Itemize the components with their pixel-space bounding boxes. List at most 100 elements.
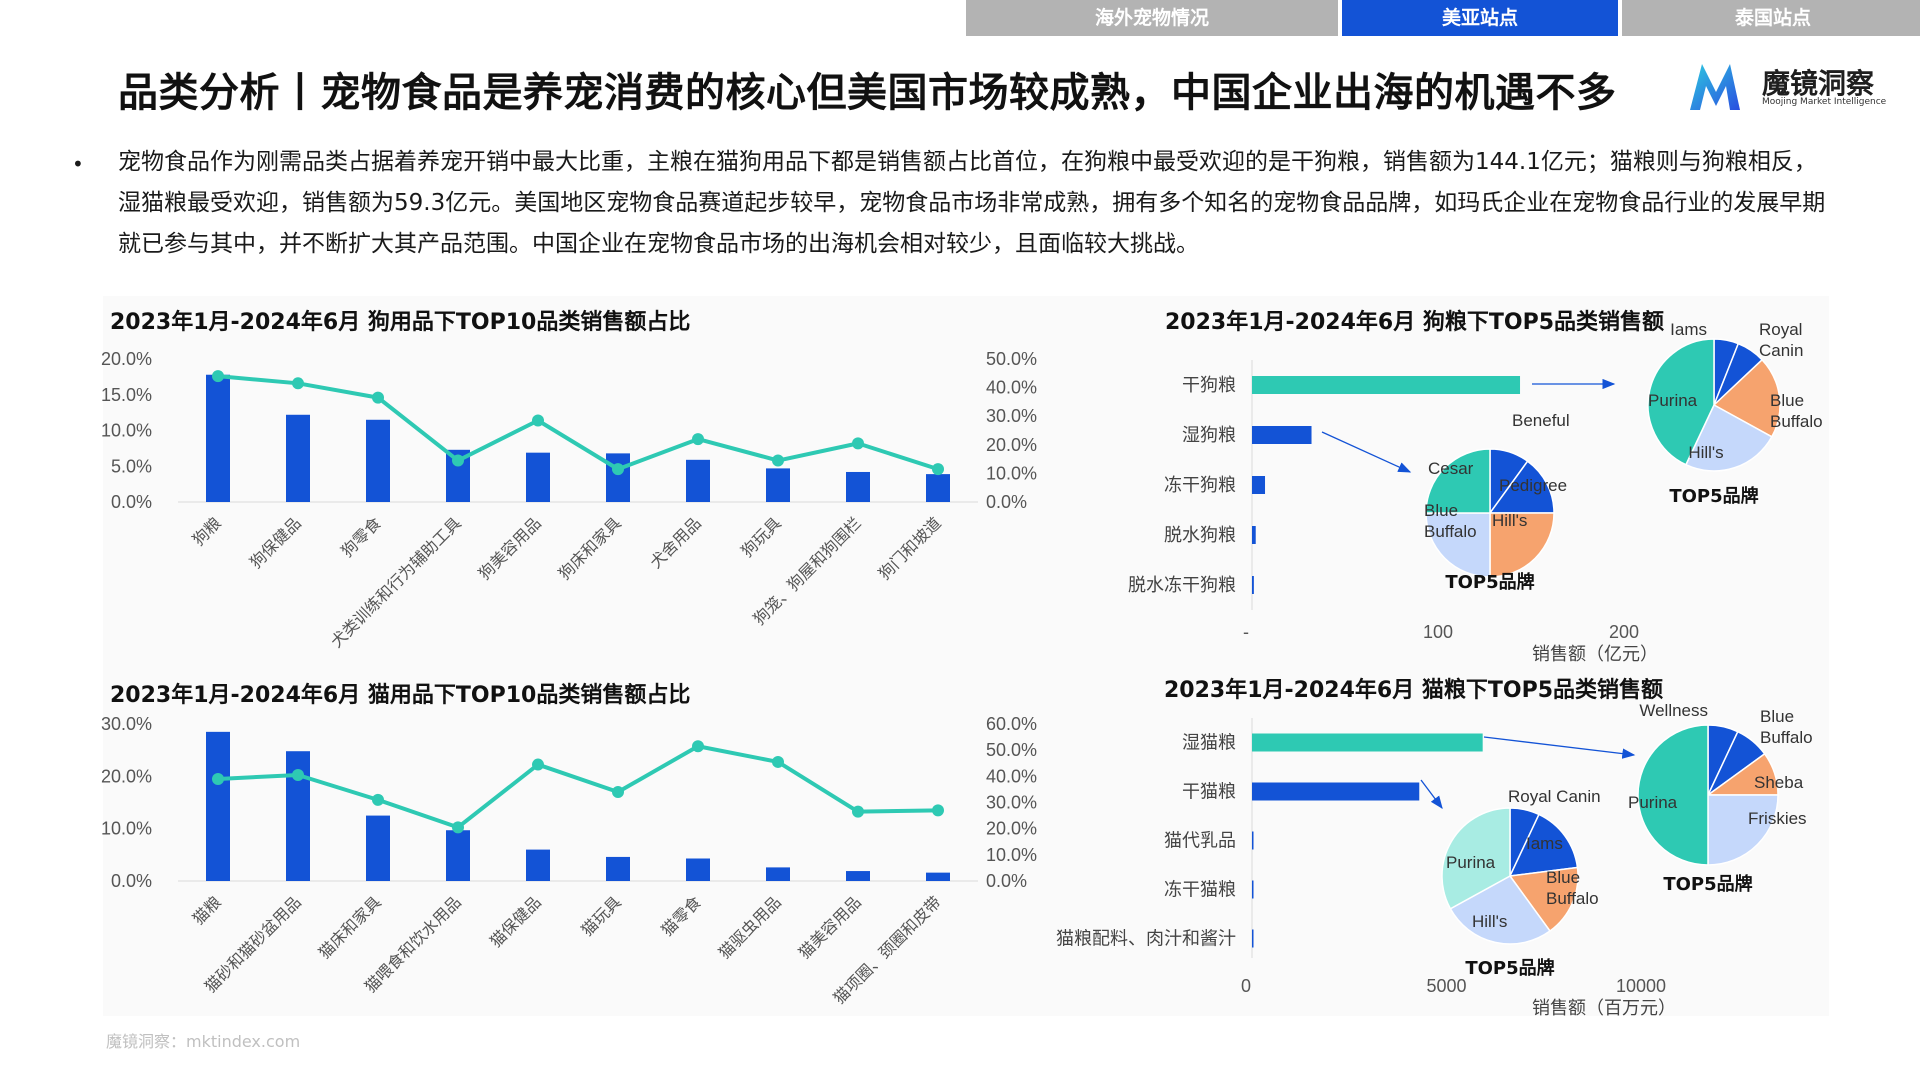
dog_top10-line-point bbox=[532, 414, 544, 427]
cat_top10-right-tick: 30.0% bbox=[986, 793, 1037, 813]
dogfood_top5-pie-slice bbox=[1425, 448, 1491, 514]
cat_top10-category-label: 猫玩具 bbox=[577, 892, 624, 939]
bullet-icon: • bbox=[72, 152, 84, 176]
dogfood_top5-pie-label: Hill's bbox=[1492, 511, 1527, 530]
dog_top10-bar bbox=[606, 453, 630, 502]
dogfood_top5-bar bbox=[1252, 376, 1521, 394]
dogfood_top5-pie-slice bbox=[1425, 512, 1491, 578]
catfood_top5-pie-label: Friskies bbox=[1748, 809, 1807, 828]
dogfood_top5-pie-label: Royal bbox=[1759, 320, 1802, 339]
catfood_top5-pie-slice bbox=[1508, 813, 1579, 877]
dog_top10-bar bbox=[766, 468, 790, 502]
cat_top10-category-label: 猫粮 bbox=[189, 892, 225, 928]
catfood_top5-pie-label: Wellness bbox=[1639, 701, 1708, 720]
dog_top10-line-point bbox=[932, 463, 944, 476]
dogfood_top5-category-label: 脱水狗粮 bbox=[1164, 525, 1236, 546]
tab-us-amazon[interactable]: 美亚站点 bbox=[1342, 0, 1618, 36]
brand-tagline: Moojing Market Intelligence bbox=[1762, 97, 1887, 107]
dogfood_top5-pie-label: Purina bbox=[1648, 391, 1698, 410]
tab-thailand[interactable]: 泰国站点 bbox=[1622, 0, 1920, 36]
cat_top10-category-label: 猫保健品 bbox=[486, 892, 545, 951]
catfood_top5-pie-slice bbox=[1441, 807, 1511, 910]
dog_top10-left-tick: 15.0% bbox=[101, 385, 152, 405]
cat_top10-line-point bbox=[212, 772, 224, 785]
tab-overseas-pets[interactable]: 海外宠物情况 bbox=[966, 0, 1338, 36]
dogfood_top5-category-label: 脱水冻干狗粮 bbox=[1128, 575, 1236, 596]
catfood_top5-category-label: 猫代乳品 bbox=[1164, 831, 1236, 852]
dog_top10-line-point bbox=[852, 437, 864, 450]
catfood_top5-bar bbox=[1252, 880, 1254, 899]
cat_top10-line-point bbox=[292, 769, 304, 782]
cat_top10-line-point bbox=[932, 804, 944, 817]
cat_top10-right-tick: 50.0% bbox=[986, 740, 1037, 760]
dog_top10-line-point bbox=[772, 454, 784, 467]
catfood_top5-x-axis-label: 销售额（百万元） bbox=[1532, 998, 1676, 1019]
dogfood_top5-pie-label: Pedigree bbox=[1499, 476, 1567, 495]
catfood_top5-pie-label: Sheba bbox=[1754, 773, 1804, 792]
dogfood_top5-bar bbox=[1252, 576, 1254, 594]
dog_top10-left-tick: 5.0% bbox=[111, 456, 152, 476]
dog_top10-category-label: 狗美容用品 bbox=[475, 513, 545, 583]
catfood-top5-title: 2023年1月-2024年6月 猫粮下TOP5品类销售额 bbox=[1164, 678, 1664, 703]
catfood_top5-callout-arrow bbox=[1420, 779, 1443, 810]
dogfood-top5-title: 2023年1月-2024年6月 狗粮下TOP5品类销售额 bbox=[1165, 310, 1665, 335]
dogfood_top5-x-tick: 100 bbox=[1423, 622, 1453, 642]
cat_top10-line-point bbox=[452, 821, 464, 834]
dogfood_top5-pie-label: Hill's bbox=[1688, 443, 1723, 462]
brand-logo-icon bbox=[1690, 64, 1740, 110]
dog_top10-line-point bbox=[612, 463, 624, 476]
cat_top10-bar bbox=[846, 871, 870, 881]
catfood_top5-category-label: 猫粮配料、肉汁和酱汁 bbox=[1056, 929, 1236, 950]
summary-text: 宠物食品作为刚需品类占据着养宠开销中最大比重，主粮在猫狗用品下都是销售额占比首位… bbox=[118, 149, 1826, 257]
cat_top10-right-tick: 0.0% bbox=[986, 871, 1027, 891]
cat_top10-category-label: 猫驱虫用品 bbox=[715, 892, 785, 962]
catfood_top5-pie-title: TOP5品牌 bbox=[1465, 957, 1554, 979]
dog_top10-line-point bbox=[212, 370, 224, 383]
dogfood_top5-x-tick: 200 bbox=[1609, 622, 1639, 642]
dog_top10-right-tick: 40.0% bbox=[986, 378, 1037, 398]
dog_top10-category-label: 犬舍用品 bbox=[646, 513, 705, 572]
catfood_top5-pie-slice bbox=[1449, 875, 1552, 945]
catfood_top5-category-label: 干猫粮 bbox=[1182, 782, 1236, 803]
cat_top10-left-tick: 20.0% bbox=[101, 766, 152, 786]
cat_top10-line-point bbox=[772, 755, 784, 768]
dog_top10-bar bbox=[926, 474, 950, 502]
cat_top10-bar bbox=[526, 849, 550, 881]
cat_top10-right-tick: 10.0% bbox=[986, 845, 1037, 865]
dog_top10-left-tick: 20.0% bbox=[101, 349, 152, 369]
catfood_top5-pie-slice bbox=[1637, 724, 1709, 866]
dog_top10-bar bbox=[686, 459, 710, 502]
dogfood_top5-pie-slice bbox=[1684, 403, 1773, 472]
catfood_top5-callout-arrow bbox=[1483, 736, 1636, 759]
cat_top10-right-tick: 60.0% bbox=[986, 714, 1037, 734]
dogfood_top5-pie-title: TOP5品牌 bbox=[1669, 485, 1758, 507]
dog_top10-line-point bbox=[292, 377, 304, 390]
dogfood_top5-callout-arrow bbox=[1321, 431, 1412, 473]
dog_top10-category-label: 狗零食 bbox=[337, 513, 384, 560]
dog_top10-bar bbox=[366, 419, 390, 502]
dogfood_top5-pie-slice bbox=[1488, 460, 1555, 514]
dogfood_top5-pie-label: Iams bbox=[1670, 320, 1707, 339]
dogfood_top5-category-label: 干狗粮 bbox=[1182, 375, 1236, 396]
catfood_top5-pie-label: Buffalo bbox=[1760, 728, 1813, 747]
catfood_top5-pie-label: Royal Canin bbox=[1508, 787, 1601, 806]
catfood_top5-pie-title: TOP5品牌 bbox=[1663, 873, 1752, 895]
catfood_top5-bar bbox=[1252, 831, 1254, 850]
dog_top10-right-tick: 10.0% bbox=[986, 463, 1037, 483]
dogfood_top5-pie-label: Blue bbox=[1770, 391, 1804, 410]
cat_top10-left-tick: 0.0% bbox=[111, 871, 152, 891]
catfood_top5-pie-label: Purina bbox=[1628, 793, 1678, 812]
dogfood_top5-bar bbox=[1252, 526, 1256, 544]
dog_top10-right-tick: 30.0% bbox=[986, 406, 1037, 426]
dog_top10-line-point bbox=[692, 433, 704, 446]
cat_top10-line-point bbox=[692, 740, 704, 753]
cat_top10-line-point bbox=[532, 758, 544, 771]
dogfood_top5-bar bbox=[1252, 426, 1312, 444]
dog_top10-bar bbox=[286, 414, 310, 502]
catfood_top5-bar bbox=[1252, 733, 1483, 752]
dog_top10-category-label: 狗门和坡道 bbox=[875, 513, 945, 583]
dogfood_top5-pie-label: Blue bbox=[1424, 501, 1458, 520]
catfood_top5-pie-label: Iams bbox=[1526, 834, 1563, 853]
dogfood_top5-bar bbox=[1252, 476, 1266, 494]
